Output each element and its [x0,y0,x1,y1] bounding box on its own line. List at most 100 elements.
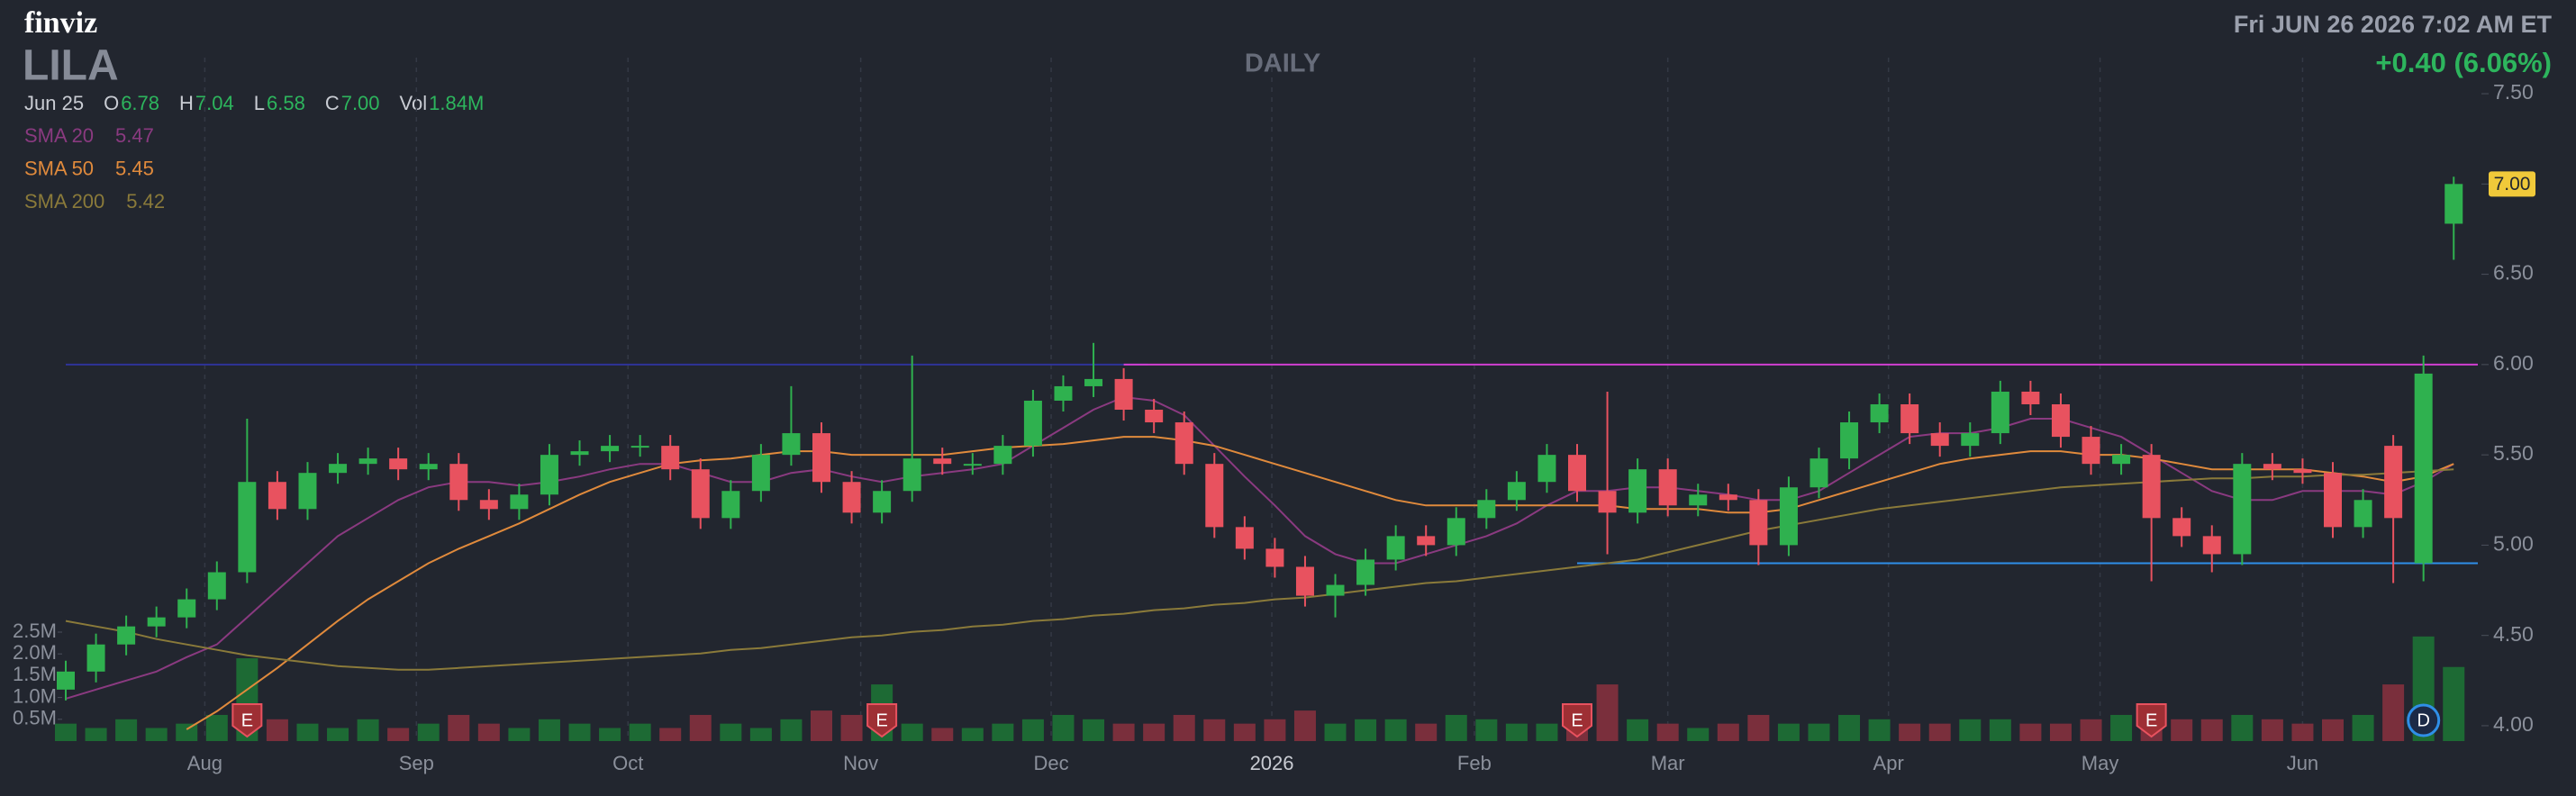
x-tick-label: Mar [1651,752,1685,774]
volume-bar [477,723,500,741]
ohlc-label: O [104,92,119,114]
volume-bar [1445,714,1467,741]
candle-body [630,446,649,448]
candle-body [1961,433,1980,447]
candle-body [1779,487,1798,546]
candle-body [2172,518,2191,537]
ohlc-label: H [179,92,194,114]
volume-bar [840,714,863,741]
candle-body [1054,385,1073,401]
candle-body [1991,391,2009,434]
candle-body [1477,500,1496,519]
volume-bar [2200,719,2223,741]
candle-body [751,455,770,492]
candle-body [1235,527,1254,549]
x-tick-label: Jun [2287,752,2318,774]
volume-bar [992,723,1014,741]
volume-bar [85,728,107,741]
candle-body [903,458,921,492]
volume-tick-label: 2.0M [13,641,57,664]
volume-bar [2443,666,2465,741]
y-tick-label: 6.50 [2493,261,2534,285]
candle-body [2202,536,2221,555]
y-tick-label: 5.00 [2493,531,2534,555]
last-price-tag [2489,171,2535,197]
volume-bar [1838,714,1861,741]
x-tick-label: Aug [187,752,222,774]
candle-body [873,491,892,513]
volume-bar [508,728,531,741]
volume-bar [1052,714,1075,741]
candle-body [1326,584,1345,596]
volume-bar [931,728,954,741]
candle-body [57,671,75,690]
candle-body [2293,469,2312,474]
brand[interactable]: finviz [24,6,97,40]
ohlc-value: 6.78 [121,92,159,114]
candle-body [1417,536,1436,546]
volume-bar [2261,719,2283,741]
ticker: LILA [23,42,119,90]
volume-bar [205,714,228,741]
candle-body [842,482,861,513]
volume-bar [55,723,77,741]
candle-body [2384,446,2403,519]
candle-body [570,451,589,456]
volume-bar [1596,684,1619,741]
candle-body [1930,433,1949,447]
volume-bar [387,728,410,741]
volume-bar [417,723,440,741]
volume-bar [1899,723,1921,741]
candle-body [117,626,136,645]
event-label: E [1571,710,1583,730]
volume-bar [1021,719,1044,741]
volume-bar [1264,719,1286,741]
volume-bar [2231,714,2254,741]
candle-body [963,464,982,466]
candle-body [1386,536,1405,560]
candle-body [1507,482,1526,501]
x-tick-label: Sep [399,752,434,774]
candle-body [329,464,348,474]
volume-bar [1384,719,1407,741]
volume-bar [1324,723,1347,741]
candle-body [993,446,1012,465]
y-tick-label: 5.50 [2493,441,2534,465]
candle-body [1810,458,1828,488]
candle-body [2324,473,2342,528]
volume-bar [1777,723,1800,741]
volume-bar [1989,719,2011,741]
volume-bar [1536,723,1558,741]
candle-body [1084,378,1103,386]
volume-bar [1928,723,1951,741]
volume-bar [538,719,560,741]
volume-bar [145,728,168,741]
candle-body [1537,455,1556,483]
ohlc-row: Jun 25 O6.78 H7.04 L6.58 C7.00 Vol1.84M [24,92,484,114]
candle-body [298,473,317,510]
candle-body [1568,455,1586,492]
volume-bar [2322,719,2344,741]
volume-bar [901,723,923,741]
volume-bar [1293,710,1316,741]
candle-body [1840,422,1859,459]
candle-body [268,482,286,510]
volume-bar [1505,723,1528,741]
volume-bar [1868,719,1891,741]
candle-body [2444,184,2463,224]
candle-body [661,446,680,470]
volume-tick-label: 0.5M [13,707,57,729]
candle-body [358,458,377,465]
volume-bar [115,719,138,741]
volume-bar [749,728,772,741]
candle-body [782,433,801,456]
sma-value: 5.42 [126,190,165,213]
event-label: D [2417,710,2429,730]
volume-bar [1083,719,1105,741]
y-tick-label: 4.50 [2493,622,2534,646]
candle-body [1114,378,1133,411]
event-label: E [875,710,887,730]
